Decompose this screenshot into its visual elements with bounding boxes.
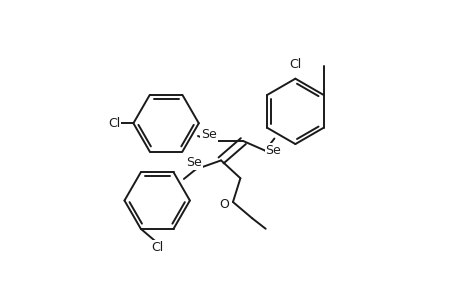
Text: Se: Se <box>265 144 280 157</box>
Text: Se: Se <box>186 156 202 169</box>
Text: Cl: Cl <box>151 241 163 254</box>
Text: Cl: Cl <box>108 117 120 130</box>
Text: Se: Se <box>201 128 217 141</box>
Text: O: O <box>219 199 229 212</box>
Text: Cl: Cl <box>289 58 301 71</box>
